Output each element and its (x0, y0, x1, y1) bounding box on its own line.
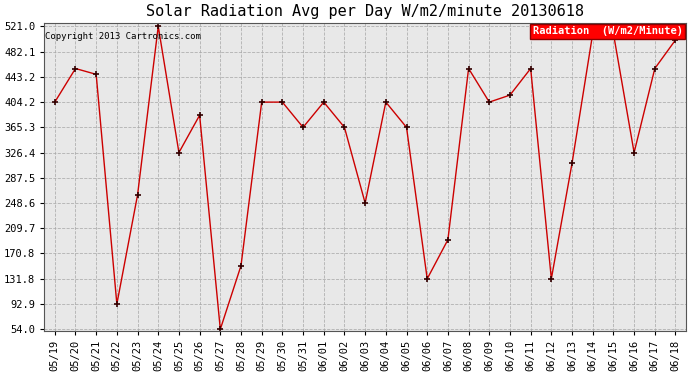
Title: Solar Radiation Avg per Day W/m2/minute 20130618: Solar Radiation Avg per Day W/m2/minute … (146, 4, 584, 19)
Text: Radiation  (W/m2/Minute): Radiation (W/m2/Minute) (533, 26, 682, 36)
Text: Copyright 2013 Cartronics.com: Copyright 2013 Cartronics.com (45, 32, 201, 41)
